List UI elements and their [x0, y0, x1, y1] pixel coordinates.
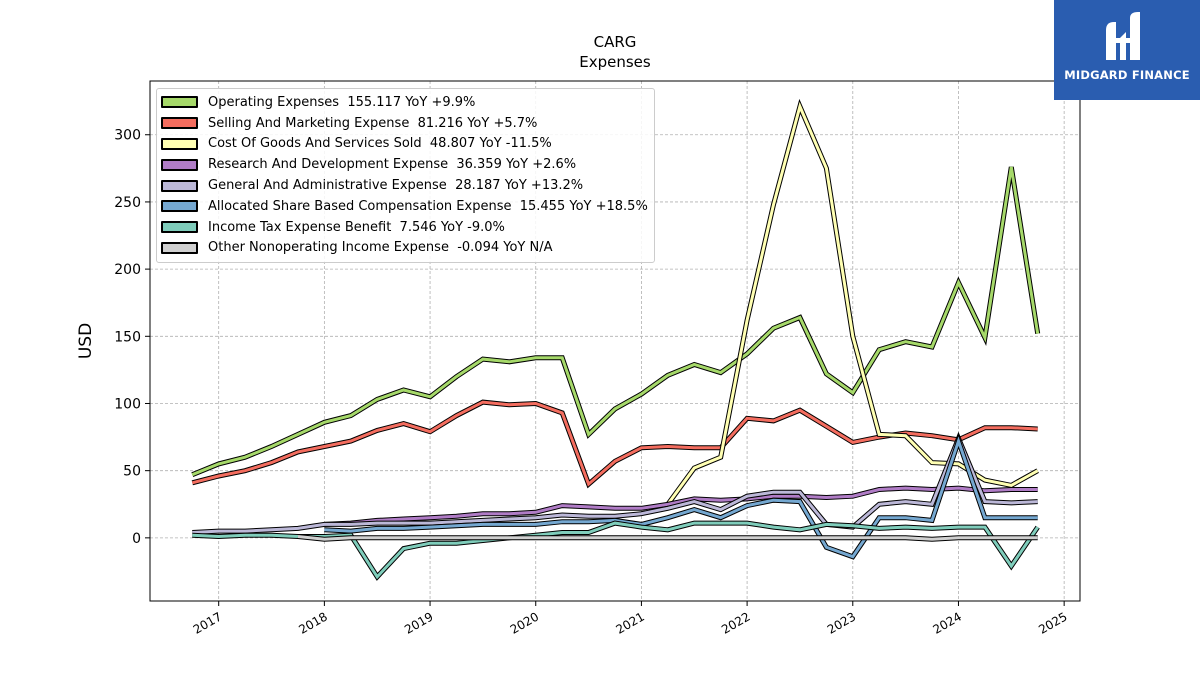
x-tick-label: 2019	[402, 609, 435, 636]
series-line	[192, 521, 1039, 580]
legend-item: Research And Development Expense 36.359 …	[161, 154, 648, 175]
series-allocated-share-based-compensation-expense	[324, 433, 1038, 560]
series-lines	[191, 98, 1041, 581]
legend-item: Operating Expenses 155.117 YoY +9.9%	[161, 92, 648, 113]
x-tick-label: 2023	[825, 609, 858, 636]
legend-item: General And Administrative Expense 28.18…	[161, 175, 648, 196]
plot-frame	[149, 80, 1081, 602]
y-tick-label: 150	[114, 329, 141, 345]
legend-item: Other Nonoperating Income Expense -0.094…	[161, 238, 648, 259]
legend-swatch	[161, 158, 198, 171]
chart-legend: Operating Expenses 155.117 YoY +9.9% Sell…	[156, 88, 655, 264]
series-line	[324, 486, 1038, 526]
series-line	[192, 434, 1038, 534]
series-operating-expenses	[191, 166, 1041, 478]
series-other-nonoperating-income-expense	[297, 534, 1038, 542]
legend-swatch	[161, 200, 198, 213]
chart-subtitle: Expenses	[579, 53, 651, 71]
series-line	[297, 535, 1038, 541]
series-general-and-administrative-expense	[192, 431, 1038, 535]
legend-item: Income Tax Expense Benefit 7.546 YoY -9.…	[161, 217, 648, 238]
series-line	[191, 166, 1040, 477]
legend-label: Allocated Share Based Compensation Expen…	[208, 198, 648, 214]
series-line	[324, 436, 1038, 559]
y-tick-label: 100	[114, 396, 141, 412]
legend-swatch	[161, 221, 198, 234]
legend-swatch	[161, 179, 198, 192]
x-tick-label: 2024	[931, 609, 964, 636]
legend-item: Selling And Marketing Expense 81.216 YoY…	[161, 113, 648, 134]
legend-swatch	[161, 117, 198, 130]
y-tick-label: 200	[114, 262, 141, 278]
legend-label: General And Administrative Expense 28.18…	[208, 178, 584, 194]
legend-swatch	[161, 137, 198, 150]
chart-title: CARG	[594, 33, 637, 51]
legend-label: Income Tax Expense Benefit 7.546 YoY -9.…	[208, 219, 505, 235]
x-tick-label: 2018	[296, 609, 329, 636]
legend-label: Research And Development Expense 36.359 …	[208, 157, 577, 173]
legend-label: Operating Expenses 155.117 YoY +9.9%	[208, 94, 476, 110]
midgard-logo-icon	[1106, 12, 1140, 60]
legend-item: Allocated Share Based Compensation Expen…	[161, 196, 648, 217]
series-research-and-development-expense	[324, 485, 1038, 527]
y-axis-ticks: 0 50 100 150 200 250 300	[114, 128, 150, 547]
brand-name: MIDGARD FINANCE	[1064, 68, 1190, 82]
y-tick-label: 300	[114, 128, 141, 144]
legend-label: Cost Of Goods And Services Sold 48.807 Y…	[208, 136, 552, 152]
y-tick-label: 50	[123, 464, 141, 480]
x-tick-label: 2022	[719, 609, 752, 636]
legend-swatch	[161, 96, 198, 109]
y-tick-label: 250	[114, 195, 141, 211]
x-tick-label: 2020	[508, 609, 541, 636]
series-income-tax-expense-benefit	[192, 520, 1040, 581]
x-tick-label: 2025	[1036, 609, 1069, 636]
y-tick-label: 0	[132, 531, 141, 547]
x-axis-ticks: 2017 2018 2019 2020 2021 2022 2023 2024 2025	[191, 601, 1070, 637]
legend-item: Cost Of Goods And Services Sold 48.807 Y…	[161, 134, 648, 155]
legend-swatch	[161, 241, 198, 254]
brand-logo: MIDGARD FINANCE	[1054, 0, 1200, 100]
y-axis-label: USD	[76, 323, 96, 359]
legend-label: Selling And Marketing Expense 81.216 YoY…	[208, 115, 538, 131]
series-line-outline	[192, 520, 1040, 581]
legend-label: Other Nonoperating Income Expense -0.094…	[208, 240, 553, 256]
x-tick-label: 2017	[191, 609, 224, 636]
x-tick-label: 2021	[613, 609, 646, 636]
